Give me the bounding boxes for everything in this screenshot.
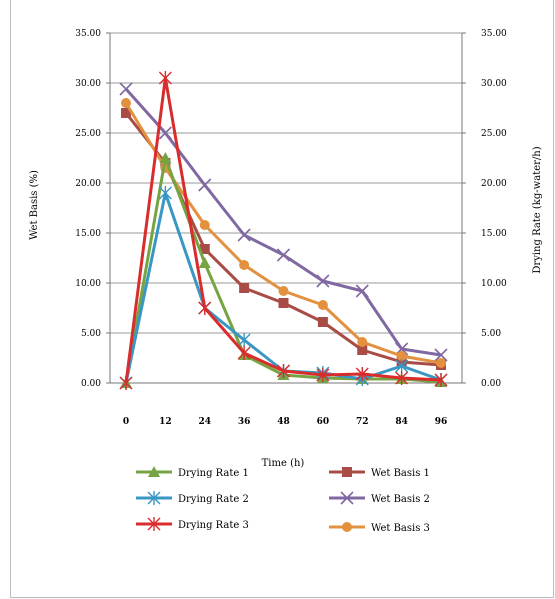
y-tick-label-right: 10.00 — [481, 279, 507, 289]
y-tick-label-left: 10.00 — [75, 279, 101, 289]
legend-marker-wet-basis-2 — [340, 491, 354, 505]
legend-marker-drying-rate-1 — [148, 466, 160, 477]
y-tick-label-right: 25.00 — [481, 129, 507, 139]
data-point-wet-basis-3 — [278, 286, 289, 296]
y-tick-label-right: 20.00 — [481, 179, 507, 189]
data-point-wet-basis-2 — [276, 248, 291, 262]
data-point-wet-basis-2 — [158, 126, 172, 140]
data-point-wet-basis-1 — [199, 244, 210, 254]
x-tick-label: 72 — [356, 417, 369, 427]
y-tick-label-left: 25.00 — [75, 129, 101, 139]
data-point-wet-basis-2 — [198, 178, 212, 192]
legend-marker-drying-rate-3 — [147, 517, 161, 531]
data-point-wet-basis-3 — [436, 358, 446, 368]
y-tick-label-left: 5.00 — [81, 329, 101, 339]
data-point-drying-rate-3 — [395, 371, 409, 385]
series-line-wet-basis-1 — [124, 112, 442, 367]
data-point-drying-rate-2 — [395, 359, 409, 373]
data-point-wet-basis-3 — [396, 351, 407, 361]
x-tick-label: 0 — [123, 417, 129, 427]
data-point-wet-basis-2 — [355, 284, 369, 298]
legend-label-wet-basis-3: Wet Basis 3 — [371, 523, 430, 534]
y-tick-label-right: 30.00 — [481, 79, 507, 89]
y-tick-label-right: 0.00 — [481, 379, 501, 389]
y-tick-label-left: 35.00 — [75, 29, 101, 39]
legend: Drying Rate 1 Drying Rate 2 Drying Rate 3 W… — [136, 466, 430, 534]
x-tick-label: 60 — [317, 417, 330, 427]
data-point-wet-basis-3 — [199, 220, 210, 230]
data-point-drying-rate-2 — [237, 333, 251, 347]
x-tick-label: 12 — [159, 417, 172, 427]
y-tick-label-right: 15.00 — [481, 229, 507, 239]
legend-marker-drying-rate-2 — [147, 491, 161, 505]
y-tick-label-left: 20.00 — [75, 179, 101, 189]
y-axis-label-left: Wet Basis (%) — [29, 170, 40, 240]
x-tick-label: 96 — [435, 417, 448, 427]
data-point-wet-basis-2 — [434, 348, 448, 362]
legend-label-drying-rate-3: Drying Rate 3 — [178, 520, 249, 531]
y-tick-label-left: 30.00 — [75, 79, 101, 89]
data-point-drying-rate-3 — [355, 367, 369, 381]
data-point-drying-rate-3 — [316, 368, 330, 382]
data-point-wet-basis-2 — [237, 228, 251, 242]
x-axis-label: Time (h) — [262, 458, 305, 469]
y-axis-label-right: Drying Rate (kg-water/h) — [532, 146, 543, 273]
data-point-wet-basis-1 — [278, 298, 289, 308]
data-point-wet-basis-3 — [121, 98, 131, 108]
data-point-wet-basis-3 — [317, 300, 328, 310]
data-point-drying-rate-3 — [277, 364, 290, 378]
y-tick-label-right: 35.00 — [481, 29, 507, 39]
data-point-drying-rate-2 — [158, 186, 172, 200]
data-point-wet-basis-1 — [357, 345, 368, 355]
data-point-wet-basis-1 — [317, 317, 328, 327]
data-point-wet-basis-3 — [239, 260, 250, 270]
legend-label-wet-basis-2: Wet Basis 2 — [371, 494, 430, 505]
data-point-wet-basis-1 — [121, 108, 131, 118]
data-point-drying-rate-3 — [434, 373, 448, 387]
chart-frame — [10, 0, 554, 598]
legend-marker-wet-basis-3 — [342, 522, 352, 532]
x-tick-label: 84 — [395, 417, 408, 427]
data-point-drying-rate-3 — [237, 346, 251, 360]
data-point-drying-rate-3 — [158, 71, 172, 85]
x-tick-label: 48 — [277, 417, 290, 427]
legend-label-drying-rate-1: Drying Rate 1 — [178, 468, 249, 479]
data-point-drying-rate-3 — [119, 376, 133, 390]
y-tick-label-right: 5.00 — [481, 329, 501, 339]
legend-label-wet-basis-1: Wet Basis 1 — [371, 468, 430, 479]
data-point-wet-basis-1 — [239, 283, 250, 293]
x-tick-label: 24 — [198, 417, 211, 427]
legend-label-drying-rate-2: Drying Rate 2 — [178, 494, 249, 505]
legend-marker-wet-basis-1 — [342, 467, 352, 477]
series-line-drying-rate-1 — [124, 156, 442, 384]
x-tick-label: 36 — [238, 417, 251, 427]
data-point-wet-basis-2 — [316, 274, 330, 288]
data-point-drying-rate-1 — [159, 152, 172, 163]
y-tick-label-left: 15.00 — [75, 229, 101, 239]
data-point-wet-basis-2 — [119, 82, 133, 96]
data-point-drying-rate-3 — [198, 301, 212, 315]
data-point-drying-rate-1 — [198, 257, 211, 268]
y-tick-label-left: 0.00 — [81, 379, 101, 389]
data-point-wet-basis-3 — [357, 337, 368, 347]
